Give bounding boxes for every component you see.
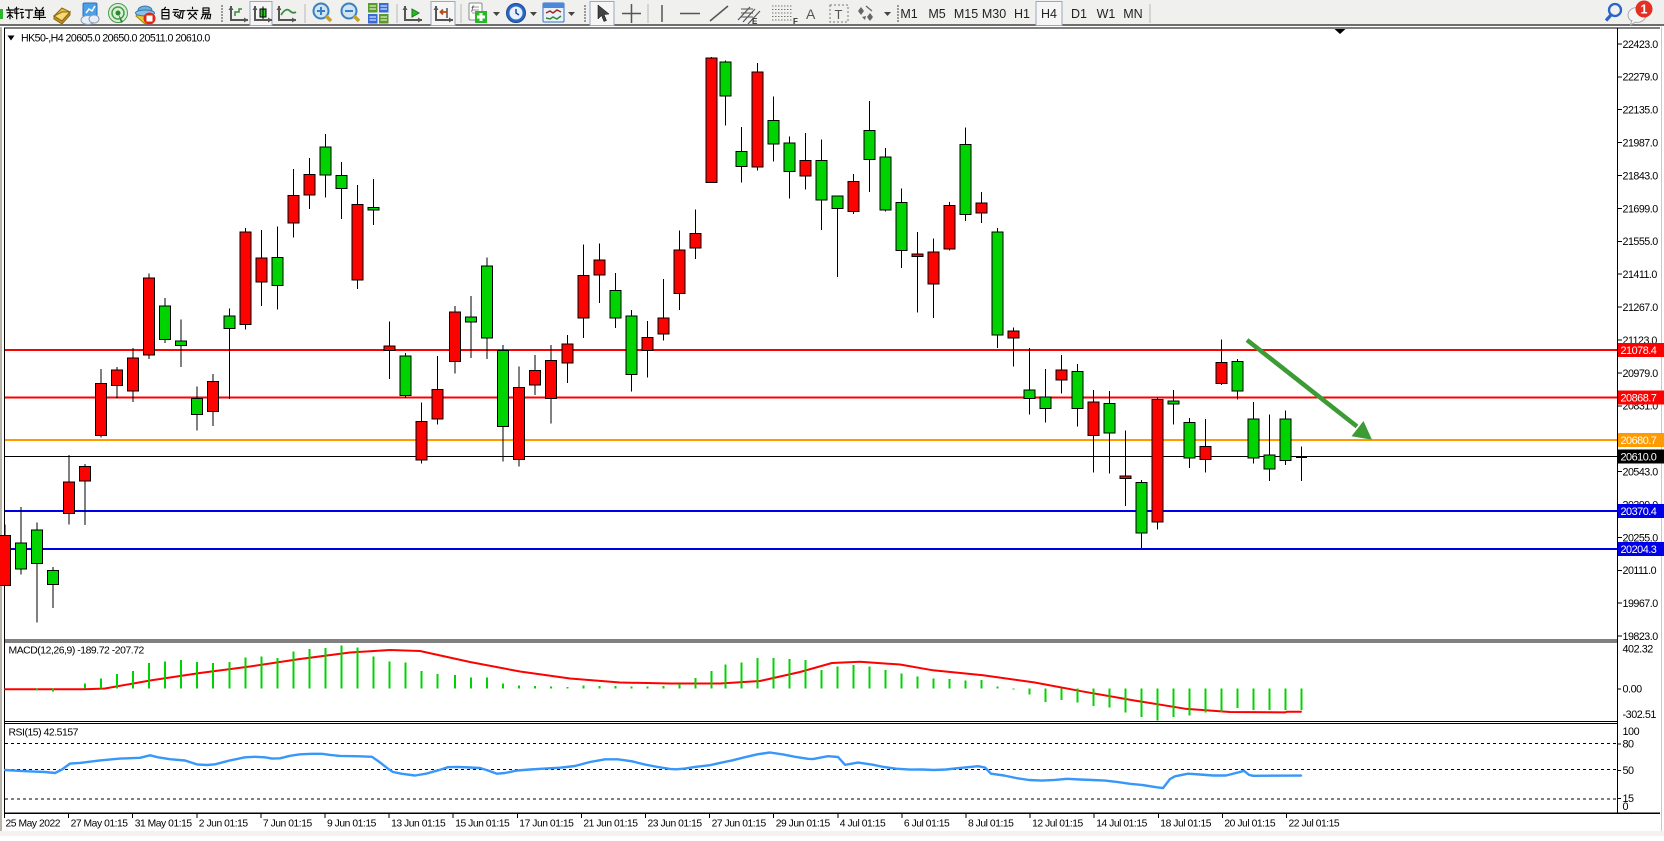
svg-text:H1: H1 [1014,7,1030,21]
svg-text:21699.0: 21699.0 [1623,203,1659,215]
svg-text:21411.0: 21411.0 [1623,269,1658,281]
svg-text:20 Jul 01:15: 20 Jul 01:15 [1224,819,1275,830]
svg-text:18 Jul 01:15: 18 Jul 01:15 [1160,819,1211,830]
svg-text:22135.0: 22135.0 [1623,105,1659,117]
svg-text:20370.4: 20370.4 [1621,506,1657,518]
svg-text:HK50-,H4 20605.0 20650.0 2051: HK50-,H4 20605.0 20650.0 20511.0 20610.0 [21,33,210,45]
svg-text:0: 0 [1623,801,1629,813]
svg-text:D1: D1 [1071,7,1087,21]
svg-text:RSI(15) 42.5157: RSI(15) 42.5157 [9,728,79,739]
svg-text:M5: M5 [928,7,945,21]
svg-text:22279.0: 22279.0 [1623,72,1659,84]
svg-text:80: 80 [1623,739,1635,751]
svg-text:M15: M15 [954,7,978,21]
svg-text:A: A [806,6,816,22]
svg-text:21843.0: 21843.0 [1623,170,1659,182]
svg-text:15: 15 [1623,793,1635,805]
svg-text:402.32: 402.32 [1623,643,1654,655]
svg-text:8 Jul 01:15: 8 Jul 01:15 [968,819,1014,830]
svg-text:F: F [793,17,798,26]
svg-text:20204.3: 20204.3 [1621,544,1657,556]
svg-text:27 May 01:15: 27 May 01:15 [71,819,129,830]
svg-text:100: 100 [1623,726,1640,738]
svg-text:0.00: 0.00 [1623,684,1643,696]
svg-text:20610.0: 20610.0 [1621,452,1657,464]
svg-text:23 Jun 01:15: 23 Jun 01:15 [648,819,703,830]
svg-text:13 Jun 01:15: 13 Jun 01:15 [391,819,446,830]
svg-text:T: T [835,7,843,22]
svg-text:17 Jun 01:15: 17 Jun 01:15 [519,819,574,830]
svg-text:4 Jul 01:15: 4 Jul 01:15 [840,819,886,830]
svg-text:22423.0: 22423.0 [1623,39,1659,51]
svg-text:W1: W1 [1097,7,1116,21]
svg-text:-302.51: -302.51 [1623,709,1657,721]
svg-text:7 Jun 01:15: 7 Jun 01:15 [263,819,313,830]
svg-text:E: E [752,17,758,26]
svg-text:1: 1 [1641,3,1648,17]
svg-text:MN: MN [1123,7,1142,21]
svg-text:19823.0: 19823.0 [1623,631,1659,643]
svg-text:12 Jul 01:15: 12 Jul 01:15 [1032,819,1083,830]
svg-text:21078.4: 21078.4 [1621,345,1657,357]
svg-text:9 Jun 01:15: 9 Jun 01:15 [327,819,377,830]
svg-text:50: 50 [1623,765,1635,777]
svg-text:20255.0: 20255.0 [1623,532,1659,544]
svg-text:19967.0: 19967.0 [1623,598,1659,610]
svg-text:14 Jul 01:15: 14 Jul 01:15 [1096,819,1147,830]
svg-text:M1: M1 [900,7,917,21]
svg-text:25 May 2022: 25 May 2022 [6,819,61,830]
svg-text:20680.7: 20680.7 [1621,435,1657,447]
svg-text:20979.0: 20979.0 [1623,368,1659,380]
svg-text:21987.0: 21987.0 [1623,138,1659,150]
svg-text:20111.0: 20111.0 [1623,565,1657,577]
svg-text:29 Jun 01:15: 29 Jun 01:15 [776,819,831,830]
svg-text:21555.0: 21555.0 [1623,236,1659,248]
svg-text:6 Jul 01:15: 6 Jul 01:15 [904,819,950,830]
svg-text:M30: M30 [982,7,1006,21]
svg-text:27 Jun 01:15: 27 Jun 01:15 [712,819,767,830]
svg-text:H4: H4 [1041,7,1057,21]
svg-text:21267.0: 21267.0 [1623,302,1659,314]
svg-text:21 Jun 01:15: 21 Jun 01:15 [583,819,638,830]
svg-text:15 Jun 01:15: 15 Jun 01:15 [455,819,510,830]
svg-text:31 May 01:15: 31 May 01:15 [135,819,193,830]
svg-text:22 Jul 01:15: 22 Jul 01:15 [1289,819,1340,830]
svg-text:20543.0: 20543.0 [1623,467,1659,479]
svg-text:2 Jun 01:15: 2 Jun 01:15 [199,819,249,830]
svg-text:MACD(12,26,9) -189.72 -207.72: MACD(12,26,9) -189.72 -207.72 [9,646,145,657]
svg-text:f: f [471,4,475,14]
svg-text:20868.7: 20868.7 [1621,393,1657,405]
